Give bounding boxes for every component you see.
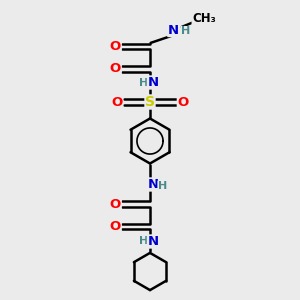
Text: N: N [168, 23, 179, 37]
Text: CH₃: CH₃ [192, 11, 216, 25]
Text: O: O [110, 62, 121, 76]
Text: H: H [139, 77, 148, 88]
Text: O: O [110, 197, 121, 211]
Text: O: O [111, 95, 123, 109]
Text: O: O [110, 40, 121, 53]
Text: H: H [158, 181, 167, 191]
Text: N: N [147, 178, 159, 191]
Text: H: H [181, 26, 190, 37]
Text: N: N [147, 76, 159, 89]
Text: N: N [147, 235, 159, 248]
Text: O: O [110, 220, 121, 233]
Text: S: S [145, 95, 155, 109]
Text: H: H [139, 236, 148, 247]
Text: O: O [177, 95, 189, 109]
